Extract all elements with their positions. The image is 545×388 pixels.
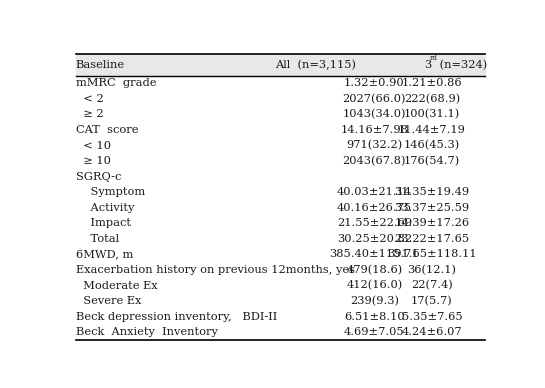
Text: Total: Total — [76, 234, 119, 244]
Text: Exacerbation history on previous 12months, yes: Exacerbation history on previous 12month… — [76, 265, 355, 275]
Text: Beck  Anxiety  Inventory: Beck Anxiety Inventory — [76, 327, 217, 337]
Text: 17(5.7): 17(5.7) — [411, 296, 453, 306]
Text: Symptom: Symptom — [76, 187, 145, 197]
Text: < 2: < 2 — [76, 94, 104, 104]
Bar — [76, 54, 486, 76]
Text: 222(68.9): 222(68.9) — [404, 94, 460, 104]
Text: 385.40±115.71: 385.40±115.71 — [330, 249, 419, 260]
Text: 31.35±19.49: 31.35±19.49 — [395, 187, 470, 197]
Text: 11.44±7.19: 11.44±7.19 — [398, 125, 466, 135]
Text: 3: 3 — [424, 60, 431, 70]
Text: 146(45.3): 146(45.3) — [404, 140, 460, 151]
Text: 5.35±7.65: 5.35±7.65 — [402, 312, 462, 322]
Text: 1.21±0.86: 1.21±0.86 — [402, 78, 462, 88]
Text: 479(18.6): 479(18.6) — [346, 265, 402, 275]
Text: 22(7.4): 22(7.4) — [411, 281, 453, 291]
Text: 100(31.1): 100(31.1) — [404, 109, 460, 120]
Text: 1043(34.0): 1043(34.0) — [343, 109, 406, 120]
Text: SGRQ-c: SGRQ-c — [76, 171, 121, 182]
Text: 21.55±22.69: 21.55±22.69 — [337, 218, 412, 228]
Text: 412(16.0): 412(16.0) — [346, 281, 402, 291]
Text: 40.16±26.75: 40.16±26.75 — [337, 203, 412, 213]
Text: CAT  score: CAT score — [76, 125, 138, 135]
Text: Activity: Activity — [76, 203, 134, 213]
Text: 2027(66.0): 2027(66.0) — [343, 94, 406, 104]
Text: 176(54.7): 176(54.7) — [404, 156, 460, 166]
Text: (n=324): (n=324) — [435, 60, 487, 70]
Text: ≥ 2: ≥ 2 — [76, 109, 104, 120]
Text: Beck depression inventory,   BDI-II: Beck depression inventory, BDI-II — [76, 312, 277, 322]
Text: 239(9.3): 239(9.3) — [350, 296, 399, 306]
Text: < 10: < 10 — [76, 140, 111, 151]
Text: ≥ 10: ≥ 10 — [76, 156, 111, 166]
Text: 4.69±7.05: 4.69±7.05 — [344, 327, 404, 337]
Text: 971(32.2): 971(32.2) — [346, 140, 402, 151]
Text: 33.37±25.59: 33.37±25.59 — [395, 203, 470, 213]
Text: 14.39±17.26: 14.39±17.26 — [395, 218, 470, 228]
Text: rd: rd — [429, 54, 438, 62]
Text: 391.65±118.11: 391.65±118.11 — [387, 249, 477, 260]
Text: 30.25±20.82: 30.25±20.82 — [337, 234, 412, 244]
Text: 6MWD, m: 6MWD, m — [76, 249, 133, 260]
Text: 2043(67.8): 2043(67.8) — [343, 156, 406, 166]
Text: Moderate Ex: Moderate Ex — [76, 281, 158, 291]
Text: 1.32±0.90: 1.32±0.90 — [344, 78, 404, 88]
Text: mMRC  grade: mMRC grade — [76, 78, 156, 88]
Text: Severe Ex: Severe Ex — [76, 296, 141, 306]
Text: All  (n=3,115): All (n=3,115) — [275, 60, 356, 70]
Text: 40.03±21.14: 40.03±21.14 — [337, 187, 412, 197]
Text: 14.16±7.98: 14.16±7.98 — [341, 125, 408, 135]
Text: 6.51±8.10: 6.51±8.10 — [344, 312, 404, 322]
Text: 23.22±17.65: 23.22±17.65 — [395, 234, 470, 244]
Text: 36(12.1): 36(12.1) — [408, 265, 457, 275]
Text: Impact: Impact — [76, 218, 131, 228]
Text: Baseline: Baseline — [76, 60, 125, 70]
Text: 4.24±6.07: 4.24±6.07 — [402, 327, 462, 337]
